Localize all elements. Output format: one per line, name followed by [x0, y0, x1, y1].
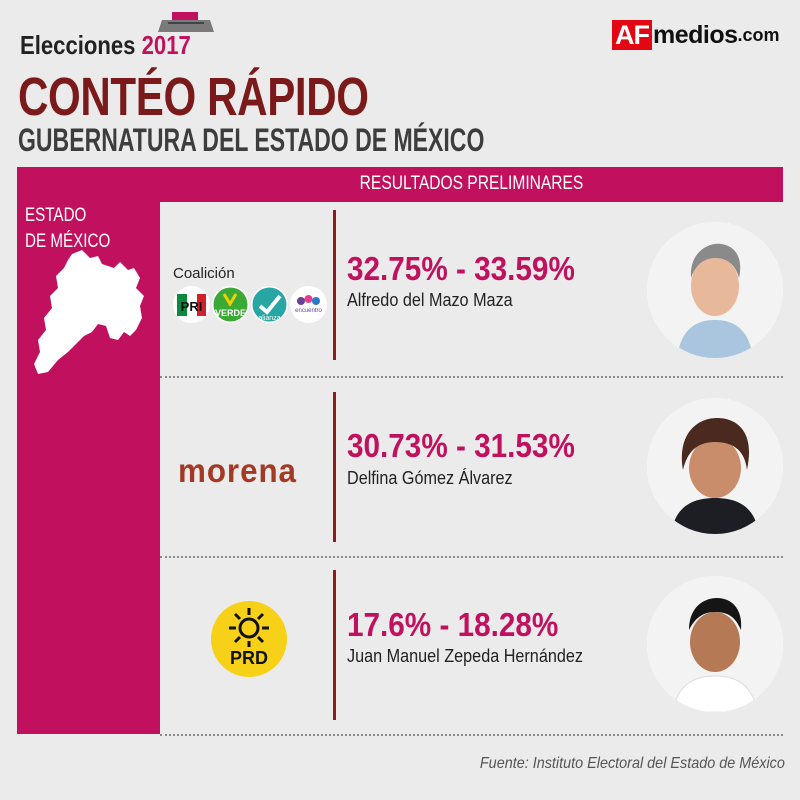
- results-label: RESULTADOS PRELIMINARES: [359, 173, 584, 194]
- brand-medios: medios: [653, 20, 738, 49]
- candidate-name: Juan Manuel Zepeda Hernández: [347, 646, 583, 666]
- candidate-photo: [647, 222, 783, 358]
- candidate-photo: [647, 576, 783, 712]
- encuentro-social-logo: encuentro: [290, 286, 327, 323]
- candidate-photo: [647, 398, 783, 534]
- candidate-name: Delfina Gómez Álvarez: [347, 468, 513, 488]
- candidate-range: 30.73% - 31.53%: [347, 427, 575, 464]
- elections-label: Elecciones: [20, 30, 136, 60]
- nueva-alianza-logo: alianza: [251, 286, 288, 323]
- results-bar: RESULTADOS PRELIMINARES: [160, 167, 783, 202]
- encuentro-logo-text: encuentro: [295, 308, 322, 314]
- state-label-line1: ESTADO: [25, 205, 87, 226]
- verde-logo: VERDE: [212, 286, 249, 323]
- pri-logo-text: PRI: [181, 299, 203, 314]
- row-divider: [160, 734, 783, 736]
- elections-year: 2017: [141, 30, 191, 60]
- coalition-logos: PRI VERDE alianza encuentro: [173, 286, 327, 323]
- state-label: ESTADO DE MÉXICO: [25, 203, 110, 255]
- pri-logo: PRI: [173, 286, 210, 323]
- candidate-name: Alfredo del Mazo Maza: [347, 290, 513, 310]
- state-label-line2: DE MÉXICO: [25, 231, 111, 252]
- candidate-range: 17.6% - 18.28%: [347, 606, 559, 643]
- state-map-icon: [34, 250, 144, 374]
- alianza-logo-text: alianza: [258, 315, 280, 322]
- morena-logo: morena: [178, 452, 297, 489]
- brand-af: AF: [612, 20, 652, 50]
- brand-com: .com: [737, 24, 780, 45]
- verde-logo-text: VERDE: [215, 308, 246, 318]
- page-subtitle: GUBERNATURA DEL ESTADO DE MÉXICO: [18, 122, 485, 158]
- afmedios-logo: AF medios .com: [612, 20, 780, 50]
- prd-logo-text: PRD: [230, 648, 268, 668]
- column-divider: [333, 570, 336, 720]
- source-note: Fuente: Instituto Electoral del Estado d…: [480, 755, 785, 772]
- page-title: CONTÉO RÁPIDO: [18, 67, 369, 127]
- row-divider: [160, 376, 783, 378]
- column-divider: [333, 392, 336, 542]
- coalition-label: Coalición: [173, 265, 235, 282]
- candidate-range: 32.75% - 33.59%: [347, 250, 575, 287]
- prd-logo: PRD: [211, 601, 287, 677]
- elections-heading: Elecciones 2017: [20, 30, 191, 61]
- column-divider: [333, 210, 336, 360]
- ballot-box-icon: [158, 12, 214, 32]
- row-divider: [160, 556, 783, 558]
